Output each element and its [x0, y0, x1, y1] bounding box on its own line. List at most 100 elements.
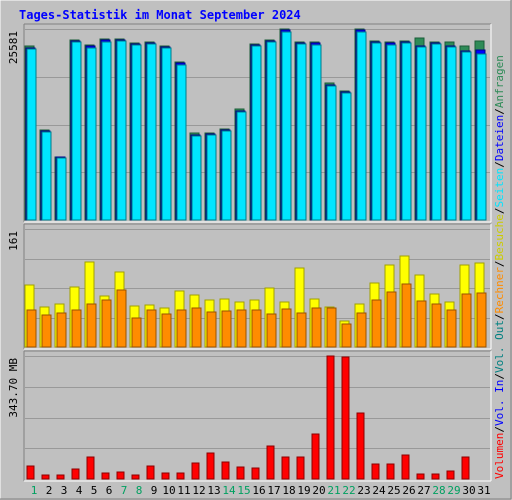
bar-seiten-day-18: [281, 31, 292, 221]
bar-rechner-day-25: [386, 291, 397, 348]
day-label-14: 14: [222, 484, 236, 497]
bar-seiten-day-26: [401, 42, 412, 221]
bar-seiten-day-8: [131, 44, 142, 221]
day-label-26: 26: [402, 484, 415, 497]
bar-rechner-day-4: [71, 309, 82, 348]
bar-rechner-day-16: [251, 309, 262, 348]
bar-volumen-day-5: [86, 456, 95, 480]
day-label-7: 7: [121, 484, 128, 497]
day-label-24: 24: [372, 484, 386, 497]
bar-rechner-day-13: [206, 311, 217, 348]
bar-seiten-day-24: [371, 42, 382, 221]
bar-volumen-day-21: [326, 355, 335, 480]
day-label-22: 22: [342, 484, 355, 497]
bar-seiten-day-4: [71, 41, 82, 221]
day-label-25: 25: [387, 484, 400, 497]
bar-seiten-day-23: [356, 31, 367, 221]
bar-rechner-day-18: [281, 308, 292, 348]
legend-separator: /: [493, 313, 506, 320]
panel-top: 25581: [7, 23, 492, 223]
bar-volumen-day-16: [251, 467, 260, 480]
bar-volumen-day-27: [416, 473, 425, 480]
bar-rechner-day-2: [41, 314, 52, 348]
bar-seiten-day-27: [416, 46, 427, 221]
day-label-5: 5: [91, 484, 98, 497]
day-label-21: 21: [327, 484, 340, 497]
bar-volumen-day-14: [221, 461, 230, 480]
day-label-12: 12: [192, 484, 205, 497]
bar-volumen-day-26: [401, 454, 410, 480]
bar-volumen-day-4: [71, 468, 80, 480]
day-label-20: 20: [312, 484, 325, 497]
bar-seiten-day-17: [266, 41, 277, 221]
bar-seiten-day-3: [56, 157, 67, 221]
max-value-label: 161: [7, 231, 20, 251]
bar-volumen-day-9: [146, 465, 155, 480]
bar-seiten-day-10: [161, 47, 172, 221]
legend-separator: /: [493, 161, 506, 168]
day-label-15: 15: [237, 484, 250, 497]
day-label-30: 30: [462, 484, 475, 497]
day-label-16: 16: [252, 484, 265, 497]
day-label-17: 17: [267, 484, 280, 497]
bar-seiten-day-28: [431, 43, 442, 221]
legend-separator: /: [493, 260, 506, 267]
bar-seiten-day-25: [386, 44, 397, 221]
bar-volumen-day-1: [26, 465, 35, 480]
bar-volumen-day-7: [116, 471, 125, 480]
legend-rechner: Rechner: [493, 267, 506, 314]
bar-rechner-day-12: [191, 307, 202, 348]
bar-seiten-day-21: [326, 85, 337, 221]
bar-seiten-day-16: [251, 45, 262, 221]
bar-seiten-day-20: [311, 44, 322, 221]
bar-volumen-day-25: [386, 463, 395, 480]
bar-volumen-day-24: [371, 463, 380, 480]
bar-volumen-day-17: [266, 445, 275, 480]
legend-separator: /: [493, 207, 506, 214]
bar-volumen-day-29: [446, 470, 455, 480]
day-label-29: 29: [447, 484, 460, 497]
bar-volumen-day-8: [131, 474, 140, 480]
legend-seiten: Seiten: [493, 168, 506, 208]
bar-seiten-day-29: [446, 46, 457, 221]
bar-rechner-day-22: [341, 323, 352, 348]
panel-mid: 161: [7, 223, 492, 350]
panel-area: [24, 351, 491, 481]
day-label-23: 23: [357, 484, 370, 497]
day-label-13: 13: [207, 484, 220, 497]
bar-volumen-day-28: [431, 473, 440, 480]
day-label-31: 31: [477, 484, 490, 497]
bar-rechner-day-9: [146, 309, 157, 348]
bar-seiten-day-30: [461, 51, 472, 221]
bar-rechner-day-6: [101, 299, 112, 348]
day-label-28: 28: [432, 484, 445, 497]
bar-volumen-day-12: [191, 462, 200, 480]
day-label-2: 2: [46, 484, 53, 497]
bar-volumen-day-22: [341, 356, 350, 480]
bar-seiten-day-2: [41, 131, 52, 221]
bar-volumen-day-30: [461, 456, 470, 480]
x-axis-day-labels: 1 2 3 4 5 6 7 8 9 10 11 12 13 14 15 16 17 18 19 20 21 22 23 24 2…: [31, 484, 491, 497]
right-legend: Volumen/Vol. In/Vol. Out/Rechner/Besuche…: [493, 55, 506, 479]
bar-seiten-day-6: [101, 41, 112, 221]
bar-seiten-day-14: [221, 130, 232, 221]
bar-seiten-day-31: [476, 53, 487, 221]
bar-rechner-day-7: [116, 289, 127, 348]
bar-volumen-day-15: [236, 466, 245, 480]
bar-rechner-day-28: [431, 303, 442, 348]
chart-panels: 25581 161 343.70 MB: [7, 23, 492, 482]
bar-volumen-day-10: [161, 472, 170, 480]
legend-separator: /: [493, 373, 506, 380]
bar-volumen-day-23: [356, 412, 365, 480]
bar-rechner-day-8: [131, 317, 142, 348]
bar-seiten-day-22: [341, 92, 352, 221]
bar-seiten-day-7: [116, 40, 127, 221]
bar-seiten-day-15: [236, 111, 247, 221]
bar-rechner-day-15: [236, 309, 247, 348]
bar-seiten-day-11: [176, 64, 187, 221]
day-label-6: 6: [106, 484, 113, 497]
bar-rechner-day-17: [266, 313, 277, 348]
bar-volumen-day-13: [206, 452, 215, 480]
bar-seiten-day-12: [191, 135, 202, 221]
